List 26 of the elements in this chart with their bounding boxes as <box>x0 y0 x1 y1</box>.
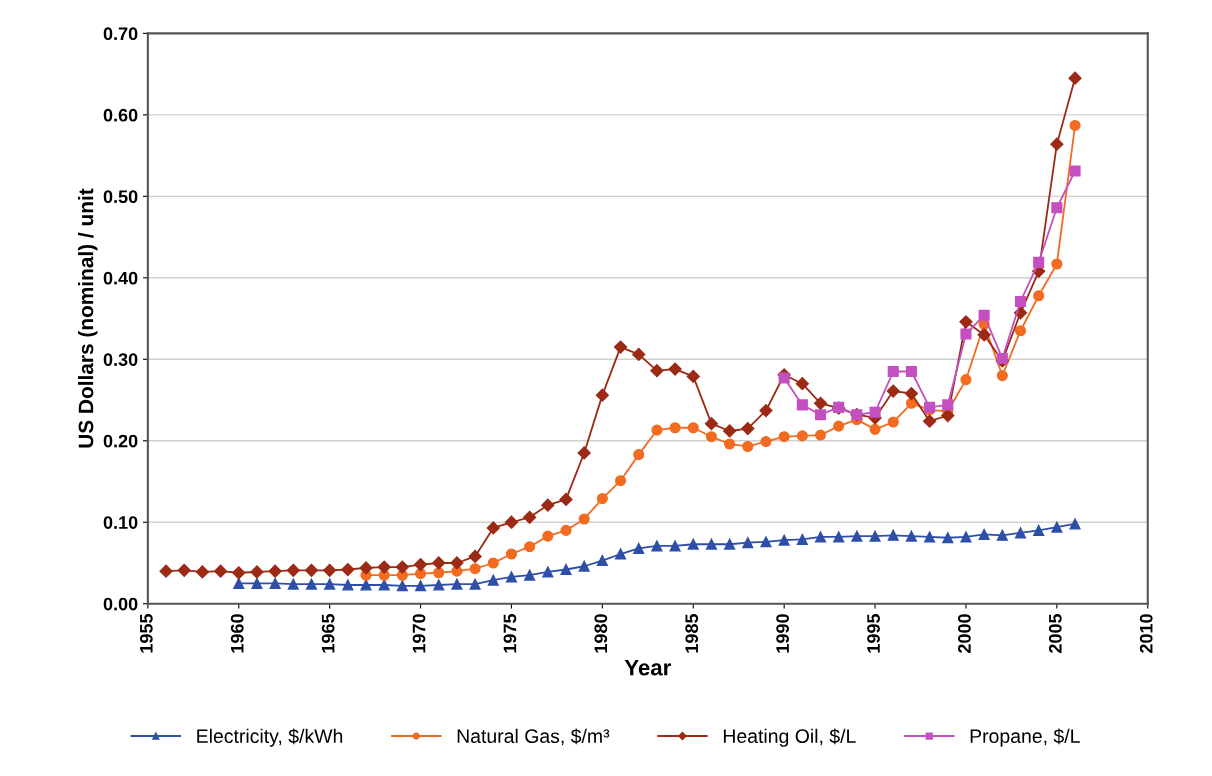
x-tick-label: 1995 <box>867 613 880 653</box>
legend-label: Heating Oil, $/L <box>723 728 856 747</box>
y-tick-label: 0.30 <box>103 353 138 367</box>
x-tick-label: 1965 <box>321 613 335 653</box>
y-tick-label: 0.10 <box>103 516 138 529</box>
x-tick-label: 1980 <box>594 614 608 653</box>
x-tick-label: 1990 <box>776 614 790 653</box>
y-tick-label: 0.60 <box>103 108 138 122</box>
x-axis-title: Year <box>624 659 671 676</box>
x-tick-label: 1985 <box>685 613 699 653</box>
y-axis-title: US Dollars (nominal) / unit <box>78 188 98 448</box>
x-tick-label: 1975 <box>503 613 517 653</box>
x-tick-label: 2005 <box>1048 613 1062 653</box>
x-tick-label: 1955 <box>139 613 153 653</box>
x-tick-label: 2000 <box>958 614 971 653</box>
x-tick-label: 2010 <box>1139 614 1153 653</box>
y-tick-label: 0.20 <box>103 434 138 448</box>
legend-label: Natural Gas, $/m³ <box>457 728 610 746</box>
y-tick-label: 0.40 <box>103 271 138 285</box>
x-tick-label: 1970 <box>412 614 426 653</box>
legend-label: Propane, $/L <box>970 728 1080 747</box>
y-tick-label: 0.00 <box>103 597 138 611</box>
y-tick-label: 0.50 <box>103 190 138 204</box>
y-tick-label: 0.70 <box>103 27 138 41</box>
x-tick-label: 1960 <box>230 614 244 653</box>
legend-label: Electricity, $/kWh <box>197 728 343 747</box>
